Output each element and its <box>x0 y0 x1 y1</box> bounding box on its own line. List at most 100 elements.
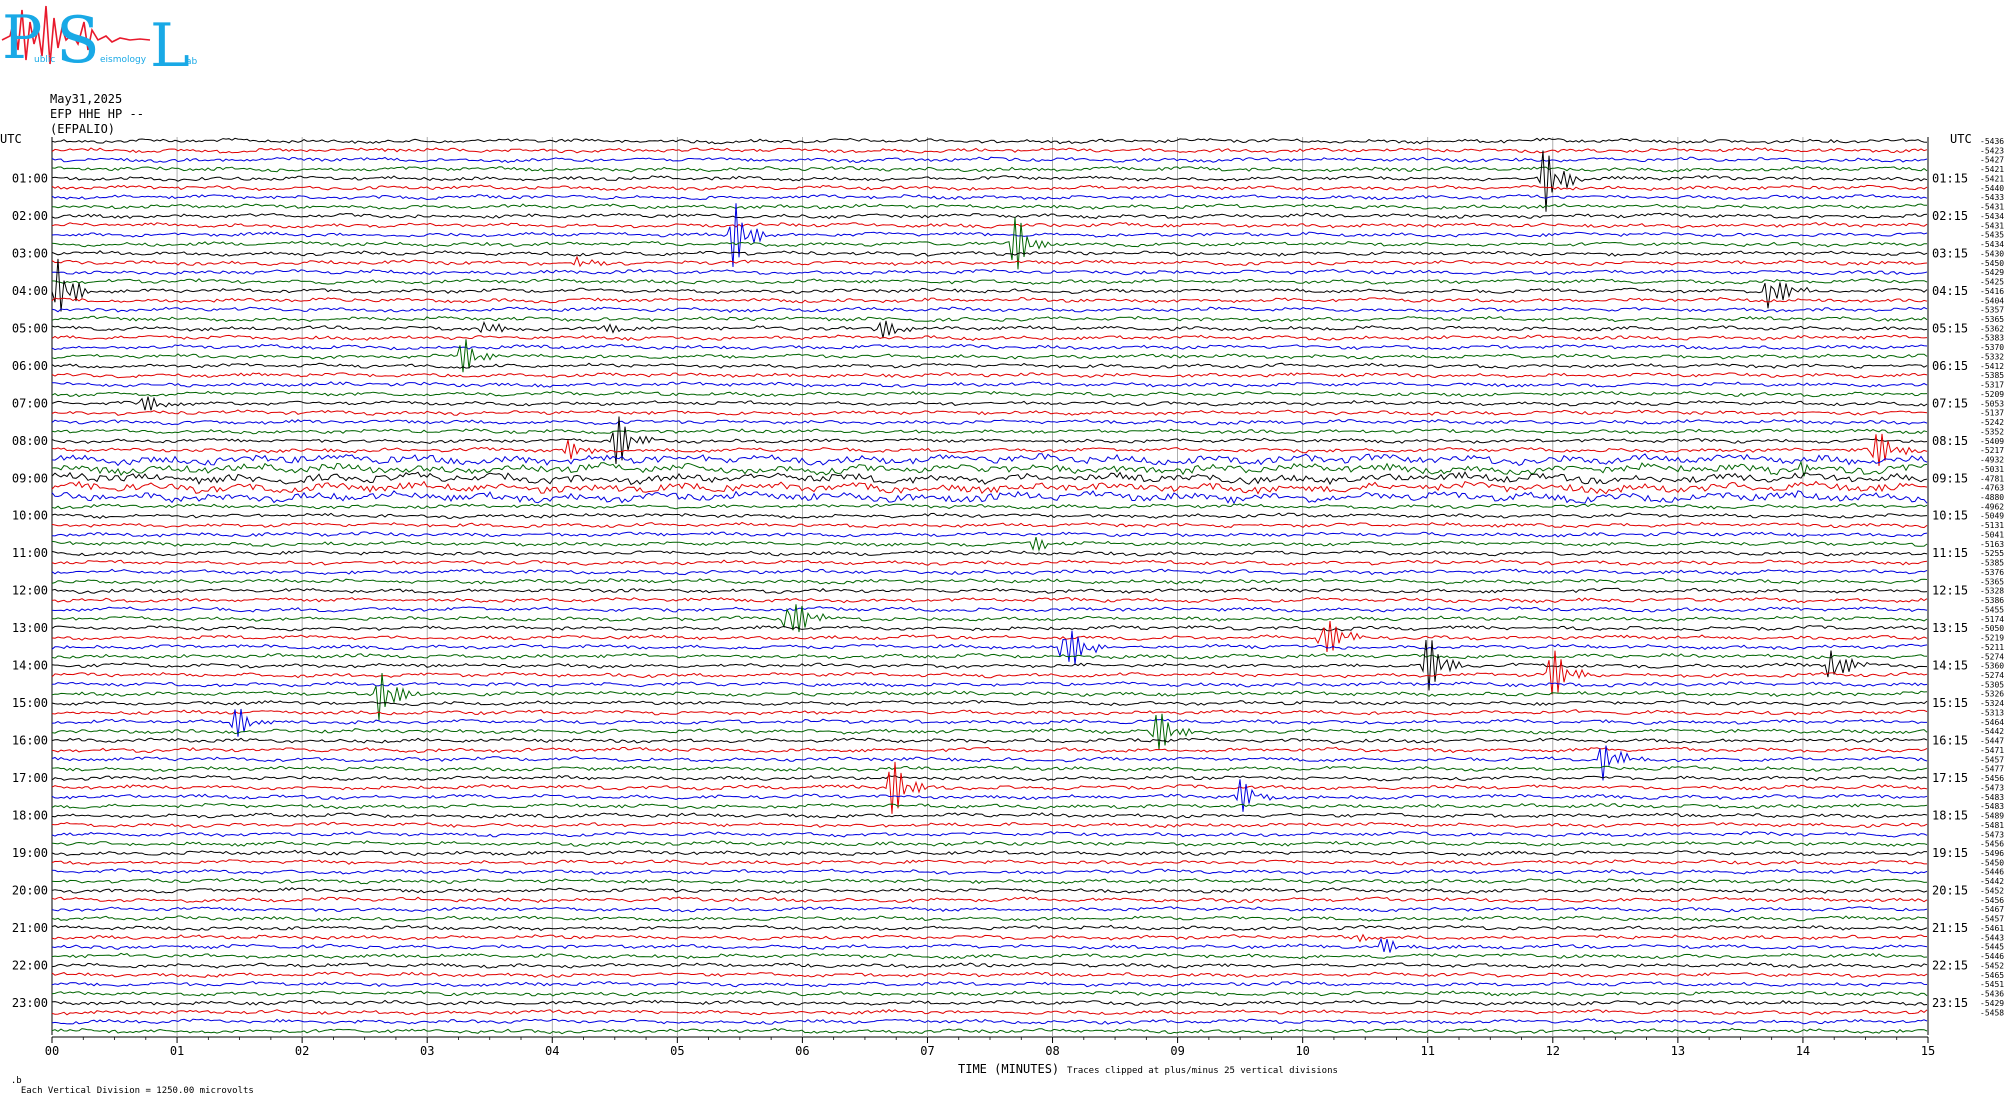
trace-line <box>51 652 1928 660</box>
x-tick-label: 05 <box>670 1044 684 1058</box>
record-date: May31,2025 <box>50 92 123 106</box>
trace-offset-label: -5217 <box>1980 446 2004 455</box>
trace-line <box>51 203 1928 268</box>
trace-line <box>51 761 1928 814</box>
trace-offset-label: -5455 <box>1980 605 2004 614</box>
trace-offset-label: -5427 <box>1980 156 2004 165</box>
right-axis-label: UTC <box>1950 132 1972 146</box>
trace-offset-label: -5436 <box>1980 137 2004 146</box>
trace-line <box>51 568 1928 576</box>
trace-line <box>51 624 1928 632</box>
x-tick-label: 09 <box>1170 1044 1184 1058</box>
trace-offset-label: -5352 <box>1980 427 2004 436</box>
trace-offset-label: -5421 <box>1980 174 2004 183</box>
trace-offset-label: -5332 <box>1980 352 2004 361</box>
trace-line <box>51 433 1928 467</box>
x-tick-label: 06 <box>795 1044 809 1058</box>
trace-line <box>51 962 1928 969</box>
right-hour-label: 02:15 <box>1932 209 1968 223</box>
trace-line <box>51 372 1928 379</box>
trace-offset-label: -5477 <box>1980 765 2004 774</box>
trace-line <box>51 620 1928 653</box>
trace-line <box>51 933 1927 943</box>
trace-line <box>51 821 1928 829</box>
right-hour-label: 04:15 <box>1932 284 1968 298</box>
trace-offset-label: -5317 <box>1980 381 2004 390</box>
trace-line <box>51 896 1928 903</box>
trace-offset-label: -4932 <box>1980 456 2004 465</box>
trace-offset-label: -5436 <box>1980 990 2004 999</box>
right-hour-label: 20:15 <box>1932 883 1968 897</box>
trace-offset-label: -5446 <box>1980 868 2004 877</box>
x-tick-label: 00 <box>45 1044 59 1058</box>
trace-line <box>51 937 1928 953</box>
left-hour-label: 09:00 <box>12 471 48 485</box>
trace-offset-label: -5409 <box>1980 437 2004 446</box>
left-hour-label: 11:00 <box>12 546 48 560</box>
left-hour-label: 19:00 <box>12 846 48 860</box>
trace-line <box>51 1018 1928 1025</box>
trace-offset-label: -5452 <box>1980 886 2004 895</box>
trace-offset-label: -4781 <box>1980 474 2004 483</box>
trace-line <box>51 460 1928 477</box>
trace-line <box>51 453 1928 467</box>
trace-line <box>51 681 1928 688</box>
trace-offset-label: -5483 <box>1980 793 2004 802</box>
trace-offset-label: -5423 <box>1980 146 2004 155</box>
trace-offset-label: -5163 <box>1980 540 2004 549</box>
station-label: (EFPALIO) <box>50 122 116 136</box>
trace-offset-label: -5209 <box>1980 390 2004 399</box>
trace-line <box>51 150 1928 212</box>
trace-line <box>51 906 1928 913</box>
trace-line <box>51 250 1928 257</box>
trace-offset-label: -5137 <box>1980 409 2004 418</box>
trace-offset-label: -5326 <box>1980 690 2004 699</box>
right-hour-label: 22:15 <box>1932 958 1968 972</box>
logo-letter-l: L <box>150 11 190 72</box>
logo-word-ab: ab <box>186 57 198 67</box>
trace-offset-label: -5376 <box>1980 568 2004 577</box>
trace-offset-label: -5431 <box>1980 221 2004 230</box>
logo-letter-p: P <box>2 3 42 72</box>
trace-offset-label: -5489 <box>1980 812 2004 821</box>
x-tick-label: 15 <box>1921 1044 1935 1058</box>
trace-offset-label: -5404 <box>1980 296 2004 305</box>
trace-line <box>51 419 1928 426</box>
trace-offset-label: -5041 <box>1980 530 2004 539</box>
trace-line <box>51 831 1928 838</box>
trace-offset-label: -5274 <box>1980 652 2004 661</box>
right-hour-label: 17:15 <box>1932 771 1968 785</box>
trace-offset-label: -5174 <box>1980 615 2004 624</box>
right-hour-label: 05:15 <box>1932 321 1968 335</box>
clip-note: Traces clipped at plus/minus 25 vertical… <box>1067 1066 1338 1076</box>
trace-offset-label: -5429 <box>1980 268 2004 277</box>
trace-offset-label: -5053 <box>1980 399 2004 408</box>
trace-line <box>51 536 1928 553</box>
trace-offset-label: -5451 <box>1980 980 2004 989</box>
trace-line <box>51 737 1928 744</box>
trace-line <box>51 278 1928 285</box>
right-hour-label: 15:15 <box>1932 696 1968 710</box>
trace-line <box>51 990 1928 997</box>
left-axis-label: UTC <box>0 132 22 146</box>
psl-logo: P S L ublic eismology ab <box>1 3 198 72</box>
trace-offset-label: -5211 <box>1980 643 2004 652</box>
trace-offset-label: -5443 <box>1980 933 2004 942</box>
trace-line <box>51 480 1928 495</box>
trace-line <box>51 490 1928 505</box>
x-tick-label: 11 <box>1421 1044 1435 1058</box>
right-hour-label: 14:15 <box>1932 659 1968 673</box>
trace-line <box>51 774 1928 782</box>
trace-offset-label: -5255 <box>1980 549 2004 558</box>
trace-line <box>51 156 1928 164</box>
trace-line <box>51 550 1928 557</box>
footer-scale: .b Each Vertical Division = 1250.00 micr… <box>0 1066 254 1096</box>
trace-line <box>51 334 1928 342</box>
x-tick-label: 02 <box>295 1044 309 1058</box>
right-hour-label: 12:15 <box>1932 584 1968 598</box>
trace-line <box>51 521 1928 529</box>
trace-offset-label: -5464 <box>1980 718 2004 727</box>
x-tick-label: 07 <box>920 1044 934 1058</box>
trace-offset-label: -5219 <box>1980 634 2004 643</box>
